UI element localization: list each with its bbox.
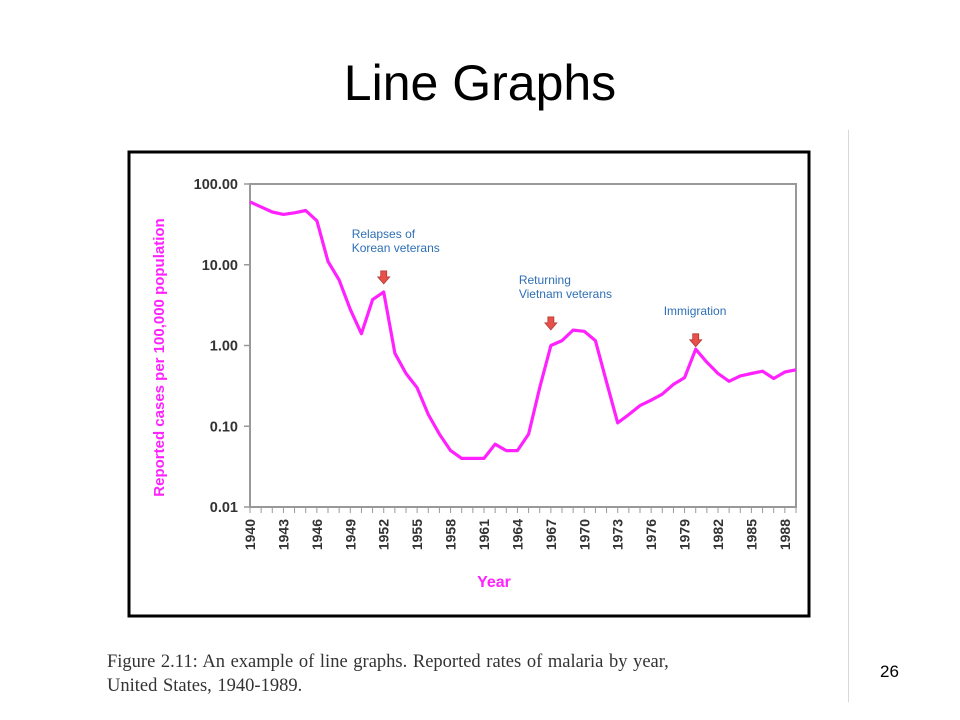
figure-caption: Figure 2.11: An example of line graphs. … xyxy=(107,650,847,698)
caption-line-2: United States, 1940-1989. xyxy=(107,676,303,696)
annotation-arrow xyxy=(376,270,391,285)
annotation-arrow xyxy=(688,333,703,348)
series-line xyxy=(249,200,797,460)
x-tick-label: 1988 xyxy=(777,519,793,550)
x-tick-label: 1967 xyxy=(543,519,559,550)
x-tick-label: 1973 xyxy=(610,519,626,550)
annotation-arrow xyxy=(543,316,558,331)
annotation-label: Vietnam veterans xyxy=(519,287,612,301)
x-tick-label: 1955 xyxy=(409,519,425,550)
y-tick-label: 100.00 xyxy=(194,177,238,193)
plot-area-border xyxy=(249,183,797,508)
x-tick-label: 1964 xyxy=(509,519,525,550)
x-tick-label: 1949 xyxy=(342,519,358,550)
y-tick-label: 0.10 xyxy=(210,419,238,435)
x-tick-label: 1979 xyxy=(677,519,693,550)
x-tick-label: 1961 xyxy=(476,519,492,550)
x-tick-label: 1952 xyxy=(376,519,392,550)
annotation-label: Relapses of xyxy=(352,227,416,241)
x-tick-label: 1985 xyxy=(743,519,759,550)
chart-frame xyxy=(127,150,811,618)
figure-panel: 100.00 10.00 1.00 0.10 0.01 1940 1943 1946 1949 1… xyxy=(100,130,850,702)
caption-line-1: Figure 2.11: An example of line graphs. … xyxy=(107,652,669,672)
x-tick-label: 1982 xyxy=(710,519,726,550)
annotation-label: Korean veterans xyxy=(352,241,440,255)
y-axis-title: Reported cases per 100,000 population xyxy=(151,218,168,496)
x-tick-label: 1943 xyxy=(275,519,291,550)
x-tick-label: 1940 xyxy=(242,519,258,550)
x-tick-label: 1976 xyxy=(643,519,659,550)
panel-edge xyxy=(848,130,849,702)
annotation-label: Immigration xyxy=(664,304,727,318)
y-tick-label: 1.00 xyxy=(210,339,238,355)
slide-title: Line Graphs xyxy=(343,55,617,111)
y-tick-label: 0.01 xyxy=(210,500,238,516)
slide-number: 26 xyxy=(880,662,899,681)
x-tick-label: 1970 xyxy=(576,519,592,550)
x-tick-label: 1958 xyxy=(443,519,459,550)
y-tick-label: 10.00 xyxy=(202,258,238,274)
annotation-label: Returning xyxy=(519,273,571,287)
x-tick-label: 1946 xyxy=(309,519,325,550)
x-axis-title: Year xyxy=(477,574,511,591)
